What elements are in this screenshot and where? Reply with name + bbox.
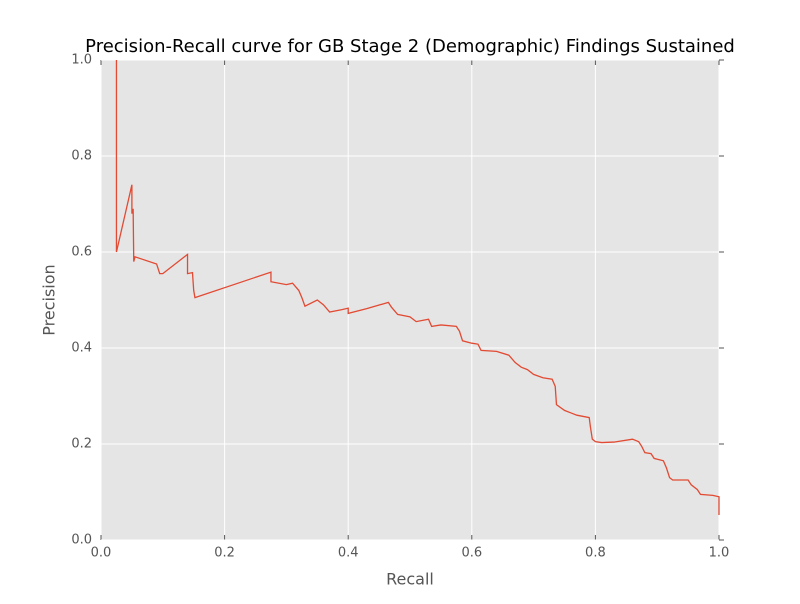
x-axis-label: Recall xyxy=(386,570,434,589)
y-axis-label: Precision xyxy=(40,264,59,335)
x-tick-label: 0.6 xyxy=(461,546,482,561)
x-tick-label: 0.4 xyxy=(338,546,359,561)
x-tick-label: 1.0 xyxy=(709,546,730,561)
chart-title: Precision-Recall curve for GB Stage 2 (D… xyxy=(85,36,735,57)
y-tick-label: 0.2 xyxy=(71,437,92,452)
plot-background xyxy=(101,60,719,540)
x-tick-label: 0.8 xyxy=(585,546,606,561)
y-tick-label: 1.0 xyxy=(71,53,92,68)
y-tick-label: 0.0 xyxy=(71,533,92,548)
y-tick-label: 0.8 xyxy=(71,149,92,164)
x-tick-label: 0.2 xyxy=(214,546,235,561)
y-tick-label: 0.6 xyxy=(71,245,92,260)
y-tick-label: 0.4 xyxy=(71,341,92,356)
pr-curve xyxy=(115,60,720,516)
x-tick-label: 0.0 xyxy=(91,546,112,561)
